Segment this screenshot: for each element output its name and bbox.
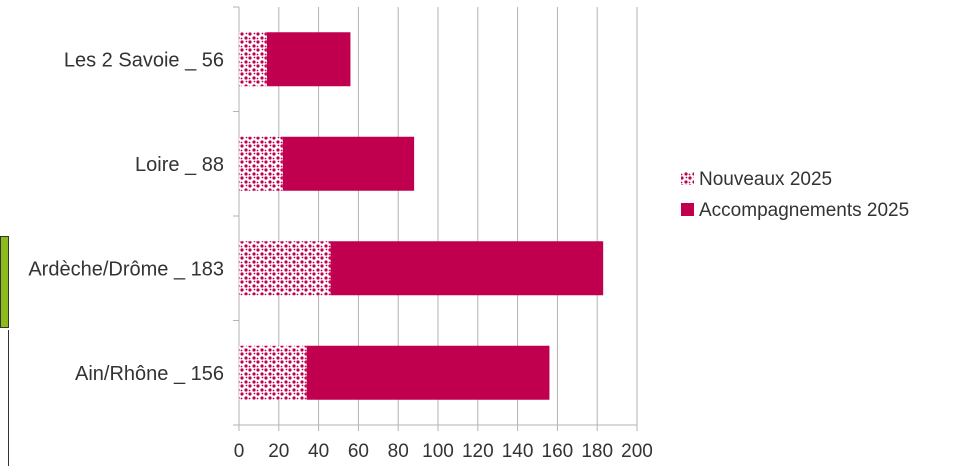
clipped-table-cell-green	[0, 236, 9, 328]
bar-accompagnements-3	[306, 345, 550, 400]
bar-nouveaux-3	[239, 345, 307, 400]
category-label: Les 2 Savoie _ 56	[64, 49, 224, 71]
x-tick-label: 200	[621, 441, 653, 462]
category-label: Loire _ 88	[135, 154, 224, 176]
bar-accompagnements-2	[330, 241, 604, 296]
legend-swatch	[681, 172, 694, 185]
bar-nouveaux-2	[239, 241, 331, 296]
x-tick-label: 0	[234, 441, 245, 462]
x-tick-label: 40	[308, 441, 329, 462]
bars	[239, 32, 604, 400]
bar-nouveaux-1	[239, 136, 283, 191]
labels: 0 20 40 60 80 100 120 140 160 180 200 Les 2 Savoie …	[28, 49, 653, 462]
x-tick-label: 140	[502, 441, 534, 462]
category-label: Ardèche/Drôme _ 183	[28, 258, 224, 280]
legend: Nouveaux 2025 Accompagnements 2025	[681, 169, 909, 221]
x-tick-label: 20	[268, 441, 289, 462]
x-tick-label: 80	[388, 441, 409, 462]
legend-label: Nouveaux 2025	[699, 169, 832, 190]
x-tick-label: 180	[581, 441, 613, 462]
bar-accompagnements-1	[282, 136, 415, 191]
bar-accompagnements-0	[266, 32, 351, 87]
x-tick-label: 120	[462, 441, 494, 462]
bar-nouveaux-0	[239, 32, 267, 87]
x-tick-label: 60	[348, 441, 369, 462]
x-tick-label: 100	[422, 441, 454, 462]
x-tick-label: 160	[542, 441, 574, 462]
legend-swatch	[681, 203, 694, 216]
category-label: Ain/Rhône _ 156	[75, 363, 224, 385]
clipped-table-border	[0, 330, 9, 466]
legend-label: Accompagnements 2025	[699, 200, 909, 221]
